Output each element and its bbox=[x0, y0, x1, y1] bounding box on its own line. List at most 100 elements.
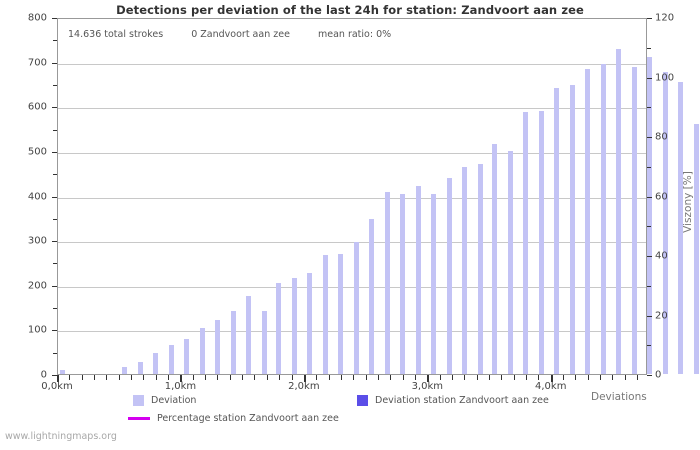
bar bbox=[261, 310, 267, 374]
y-axis-left-tick bbox=[52, 196, 57, 198]
y-axis-left-minor-tick bbox=[53, 129, 57, 131]
y-axis-left-tick bbox=[52, 375, 57, 376]
x-axis-tick-label: 4,0km bbox=[535, 381, 567, 392]
gridline bbox=[58, 152, 646, 154]
x-axis-tick-label: 3,0km bbox=[411, 381, 443, 392]
y-axis-left-tick-label: 0 bbox=[40, 369, 47, 381]
y-axis-right-tick-label: 60 bbox=[655, 191, 668, 202]
bar bbox=[492, 143, 498, 374]
bar bbox=[354, 241, 360, 374]
legend-swatch-deviation-station bbox=[357, 395, 368, 406]
bar bbox=[477, 164, 483, 374]
annotation-mean-ratio: mean ratio: 0% bbox=[317, 29, 392, 40]
x-axis-minor-tick bbox=[266, 375, 268, 380]
legend-label-deviation-station: Deviation station Zandvoort aan zee bbox=[375, 395, 549, 406]
x-axis-minor-tick bbox=[316, 375, 318, 380]
y-axis-left-tick bbox=[52, 151, 57, 153]
y-axis-left-tick bbox=[52, 330, 57, 332]
legend-item-deviation: Deviation bbox=[133, 395, 196, 406]
gridline bbox=[58, 286, 646, 288]
x-axis-minor-tick bbox=[600, 375, 602, 380]
bar bbox=[307, 273, 313, 374]
bar bbox=[539, 110, 545, 374]
bar bbox=[385, 192, 391, 374]
x-axis-minor-tick bbox=[451, 375, 453, 380]
bar bbox=[60, 370, 66, 374]
x-axis-minor-tick bbox=[94, 375, 96, 380]
x-axis-minor-tick bbox=[414, 375, 416, 380]
chart-legend: Deviation Deviation station Zandvoort aa… bbox=[0, 391, 700, 431]
x-axis-minor-tick bbox=[168, 375, 170, 380]
x-axis-minor-tick bbox=[205, 375, 207, 380]
bar bbox=[615, 48, 621, 374]
x-axis-minor-tick bbox=[118, 375, 120, 380]
y-axis-right-minor-tick bbox=[647, 345, 651, 347]
y-axis-left-minor-tick bbox=[53, 84, 57, 86]
y-axis-right-minor-tick bbox=[647, 285, 651, 287]
x-axis-minor-tick bbox=[501, 375, 503, 380]
x-axis-minor-tick bbox=[192, 375, 194, 380]
chart-annotations: 14.636 total strokes 0 Zandvoort aan zee… bbox=[68, 29, 391, 40]
bar bbox=[292, 278, 298, 374]
x-axis-title: Deviations bbox=[591, 391, 647, 403]
y-axis-left-tick-label: 600 bbox=[27, 101, 47, 113]
x-axis-minor-tick bbox=[402, 375, 404, 380]
bar bbox=[554, 88, 560, 374]
annotation-station-count: 0 Zandvoort aan zee bbox=[191, 29, 290, 40]
x-axis-minor-tick bbox=[624, 375, 626, 380]
x-axis-minor-tick bbox=[476, 375, 478, 380]
x-axis-tick-label: 0,0km bbox=[41, 381, 73, 392]
bar bbox=[169, 344, 175, 374]
x-axis-minor-tick bbox=[229, 375, 231, 380]
x-axis-minor-tick bbox=[217, 375, 219, 380]
bar bbox=[230, 311, 236, 374]
x-axis-minor-tick bbox=[291, 375, 293, 380]
y-axis-right-title: Viszony [%] bbox=[682, 171, 694, 233]
x-axis-minor-tick bbox=[489, 375, 490, 380]
bar bbox=[508, 150, 514, 374]
bar bbox=[430, 193, 436, 374]
y-axis-right-minor-tick bbox=[647, 226, 651, 228]
y-axis-right-tick-label: 100 bbox=[655, 72, 675, 83]
bar bbox=[138, 361, 144, 374]
y-axis-right-tick-label: 120 bbox=[655, 12, 675, 24]
annotation-total-strokes: 14.636 total strokes bbox=[68, 29, 164, 40]
bar bbox=[446, 177, 452, 374]
bar bbox=[199, 327, 205, 374]
x-axis-minor-tick bbox=[439, 375, 441, 380]
chart-title: Detections per deviation of the last 24h… bbox=[116, 3, 584, 17]
y-axis-right-tick-label: 80 bbox=[655, 131, 668, 143]
x-axis-tick-label: 1,0km bbox=[164, 381, 197, 392]
gridline bbox=[58, 331, 646, 333]
y-axis-left-tick-label: 200 bbox=[27, 280, 47, 292]
x-axis-minor-tick bbox=[254, 375, 256, 380]
x-axis-minor-tick bbox=[563, 375, 565, 380]
x-axis-minor-tick bbox=[106, 375, 108, 380]
x-axis-minor-tick bbox=[143, 375, 145, 380]
x-axis-tick bbox=[303, 375, 306, 382]
y-axis-left-minor-tick bbox=[53, 218, 57, 220]
gridline bbox=[58, 197, 646, 199]
x-axis-minor-tick bbox=[526, 375, 528, 380]
y-axis-right-minor-tick bbox=[647, 107, 651, 109]
bar bbox=[662, 72, 668, 374]
bar bbox=[214, 320, 220, 374]
y-axis-left-tick-label: 400 bbox=[27, 191, 47, 202]
x-axis-minor-tick bbox=[575, 375, 577, 380]
legend-label-deviation: Deviation bbox=[151, 395, 197, 406]
x-axis-minor-tick bbox=[242, 375, 244, 380]
y-axis-right-tick bbox=[647, 196, 652, 198]
x-axis-minor-tick bbox=[155, 375, 157, 380]
y-axis-left-tick-label: 100 bbox=[27, 324, 47, 336]
x-axis-minor-tick bbox=[328, 375, 330, 380]
x-axis-tick bbox=[427, 375, 430, 382]
y-axis-left-minor-tick bbox=[53, 308, 57, 310]
y-axis-right-minor-tick bbox=[647, 166, 651, 168]
x-axis-minor-tick bbox=[377, 375, 379, 380]
bar bbox=[631, 66, 637, 374]
y-axis-left-tick-label: 300 bbox=[27, 235, 47, 247]
y-axis-left-tick-label: 500 bbox=[27, 146, 47, 158]
y-axis-right-tick bbox=[647, 137, 652, 138]
x-axis-minor-tick bbox=[131, 375, 133, 380]
x-axis-minor-tick bbox=[353, 375, 355, 380]
